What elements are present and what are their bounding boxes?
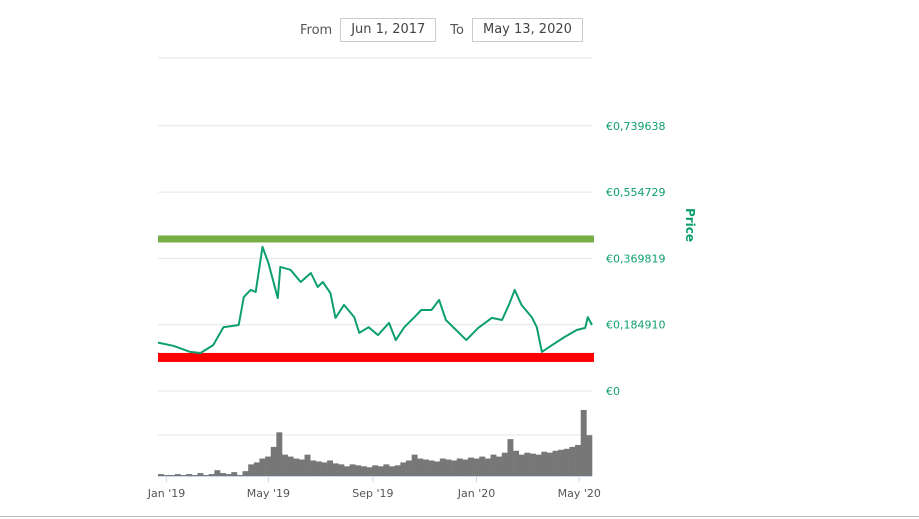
y-tick-label: €0,369819 [606,252,666,265]
volume-bar [445,459,452,476]
price-line [157,245,593,354]
volume-bar [360,466,367,476]
volume-bar [389,466,396,476]
volume-bar [220,473,226,476]
volume-bar [513,450,520,476]
volume-bar [158,474,164,476]
volume-bar [400,462,407,476]
volume-bar [186,474,193,476]
volume-bar [552,450,559,476]
volume-bar [169,475,176,476]
volume-bar [310,460,317,476]
volume-bar [163,475,170,476]
volume-bar [259,458,266,476]
volume-bar [304,454,311,476]
x-tick-label: Jan '20 [457,487,495,500]
volume-bar [530,453,536,476]
volume-bar [214,470,221,476]
volume-bar [270,446,277,476]
volume-bar [394,465,401,476]
volume-bar [203,475,210,476]
volume-bar [180,475,187,476]
volume-bar [422,459,429,476]
volume-bar [580,410,587,476]
volume-bar [586,435,593,476]
volume-bar [315,461,322,476]
volume-bar [468,457,474,476]
y-tick-label: €0 [606,385,620,398]
volume-bar [253,462,260,476]
volume-bar [197,473,204,476]
volume-bar [355,465,362,476]
volume-bar [558,449,565,476]
volume-bar [473,458,480,476]
volume-bar [456,458,463,476]
x-tick-label: Jan '19 [147,487,185,500]
volume-bar [434,461,441,476]
volume-bar [484,458,491,476]
volume-bar [344,466,350,476]
volume-bar [428,460,435,476]
volume-bar [248,464,255,476]
y-tick-label: €0,554729 [606,186,666,199]
volume-bar [462,459,469,476]
y-axis-title: Price [683,208,697,242]
from-date-input[interactable]: Jun 1, 2017 [340,18,437,42]
volume-bar [411,454,418,476]
x-tick-label: Sep '19 [352,487,393,500]
volume-bar [496,456,503,476]
volume-bar [507,439,514,476]
volume-bar [518,454,525,476]
volume-bar [265,456,272,476]
volume-bar [327,460,334,476]
x-tick-label: May '20 [558,487,601,500]
volume-bar [276,432,283,476]
volume-bar [451,460,458,476]
volume-bar [406,460,412,476]
volume-bar [372,465,379,476]
volume-bar [174,474,181,476]
to-date-input[interactable]: May 13, 2020 [471,18,583,42]
volume-bar [546,452,553,476]
to-label: To [450,22,464,38]
volume-bar [293,458,300,476]
resistance-line [158,235,594,243]
volume-bar [535,454,542,476]
volume-bar [349,464,356,476]
volume-bar [298,459,305,476]
date-range-selector: From Jun 1, 2017 To May 13, 2020 [300,18,597,42]
volume-bar [287,456,294,476]
volume-bar [282,454,288,476]
volume-bar [366,467,373,476]
x-tick-label: May '19 [247,487,290,500]
volume-bar [338,464,345,476]
from-label: From [300,22,333,38]
volume-bar [479,456,486,476]
volume-bar [332,463,339,476]
volume-bar [383,464,390,476]
volume-bar [208,474,215,476]
volume-bar [225,474,232,476]
volume-bar [231,472,238,476]
volume-bar [191,475,198,476]
volume-bar [236,475,243,476]
support-line [158,352,594,362]
volume-bar [541,451,548,476]
volume-bar [569,446,576,476]
volume-bar [563,448,570,476]
bottom-divider [0,516,919,517]
volume-bar [490,454,497,476]
volume-bar [417,458,424,476]
volume-bar [377,466,384,476]
y-tick-label: €0,739638 [606,120,666,133]
y-tick-label: €0,184910 [606,319,666,332]
volume-bar [321,462,328,476]
volume-bar [501,452,508,476]
volume-bar [524,452,531,476]
volume-bar [575,444,582,476]
volume-bar [439,458,446,476]
volume-bar [242,471,249,476]
